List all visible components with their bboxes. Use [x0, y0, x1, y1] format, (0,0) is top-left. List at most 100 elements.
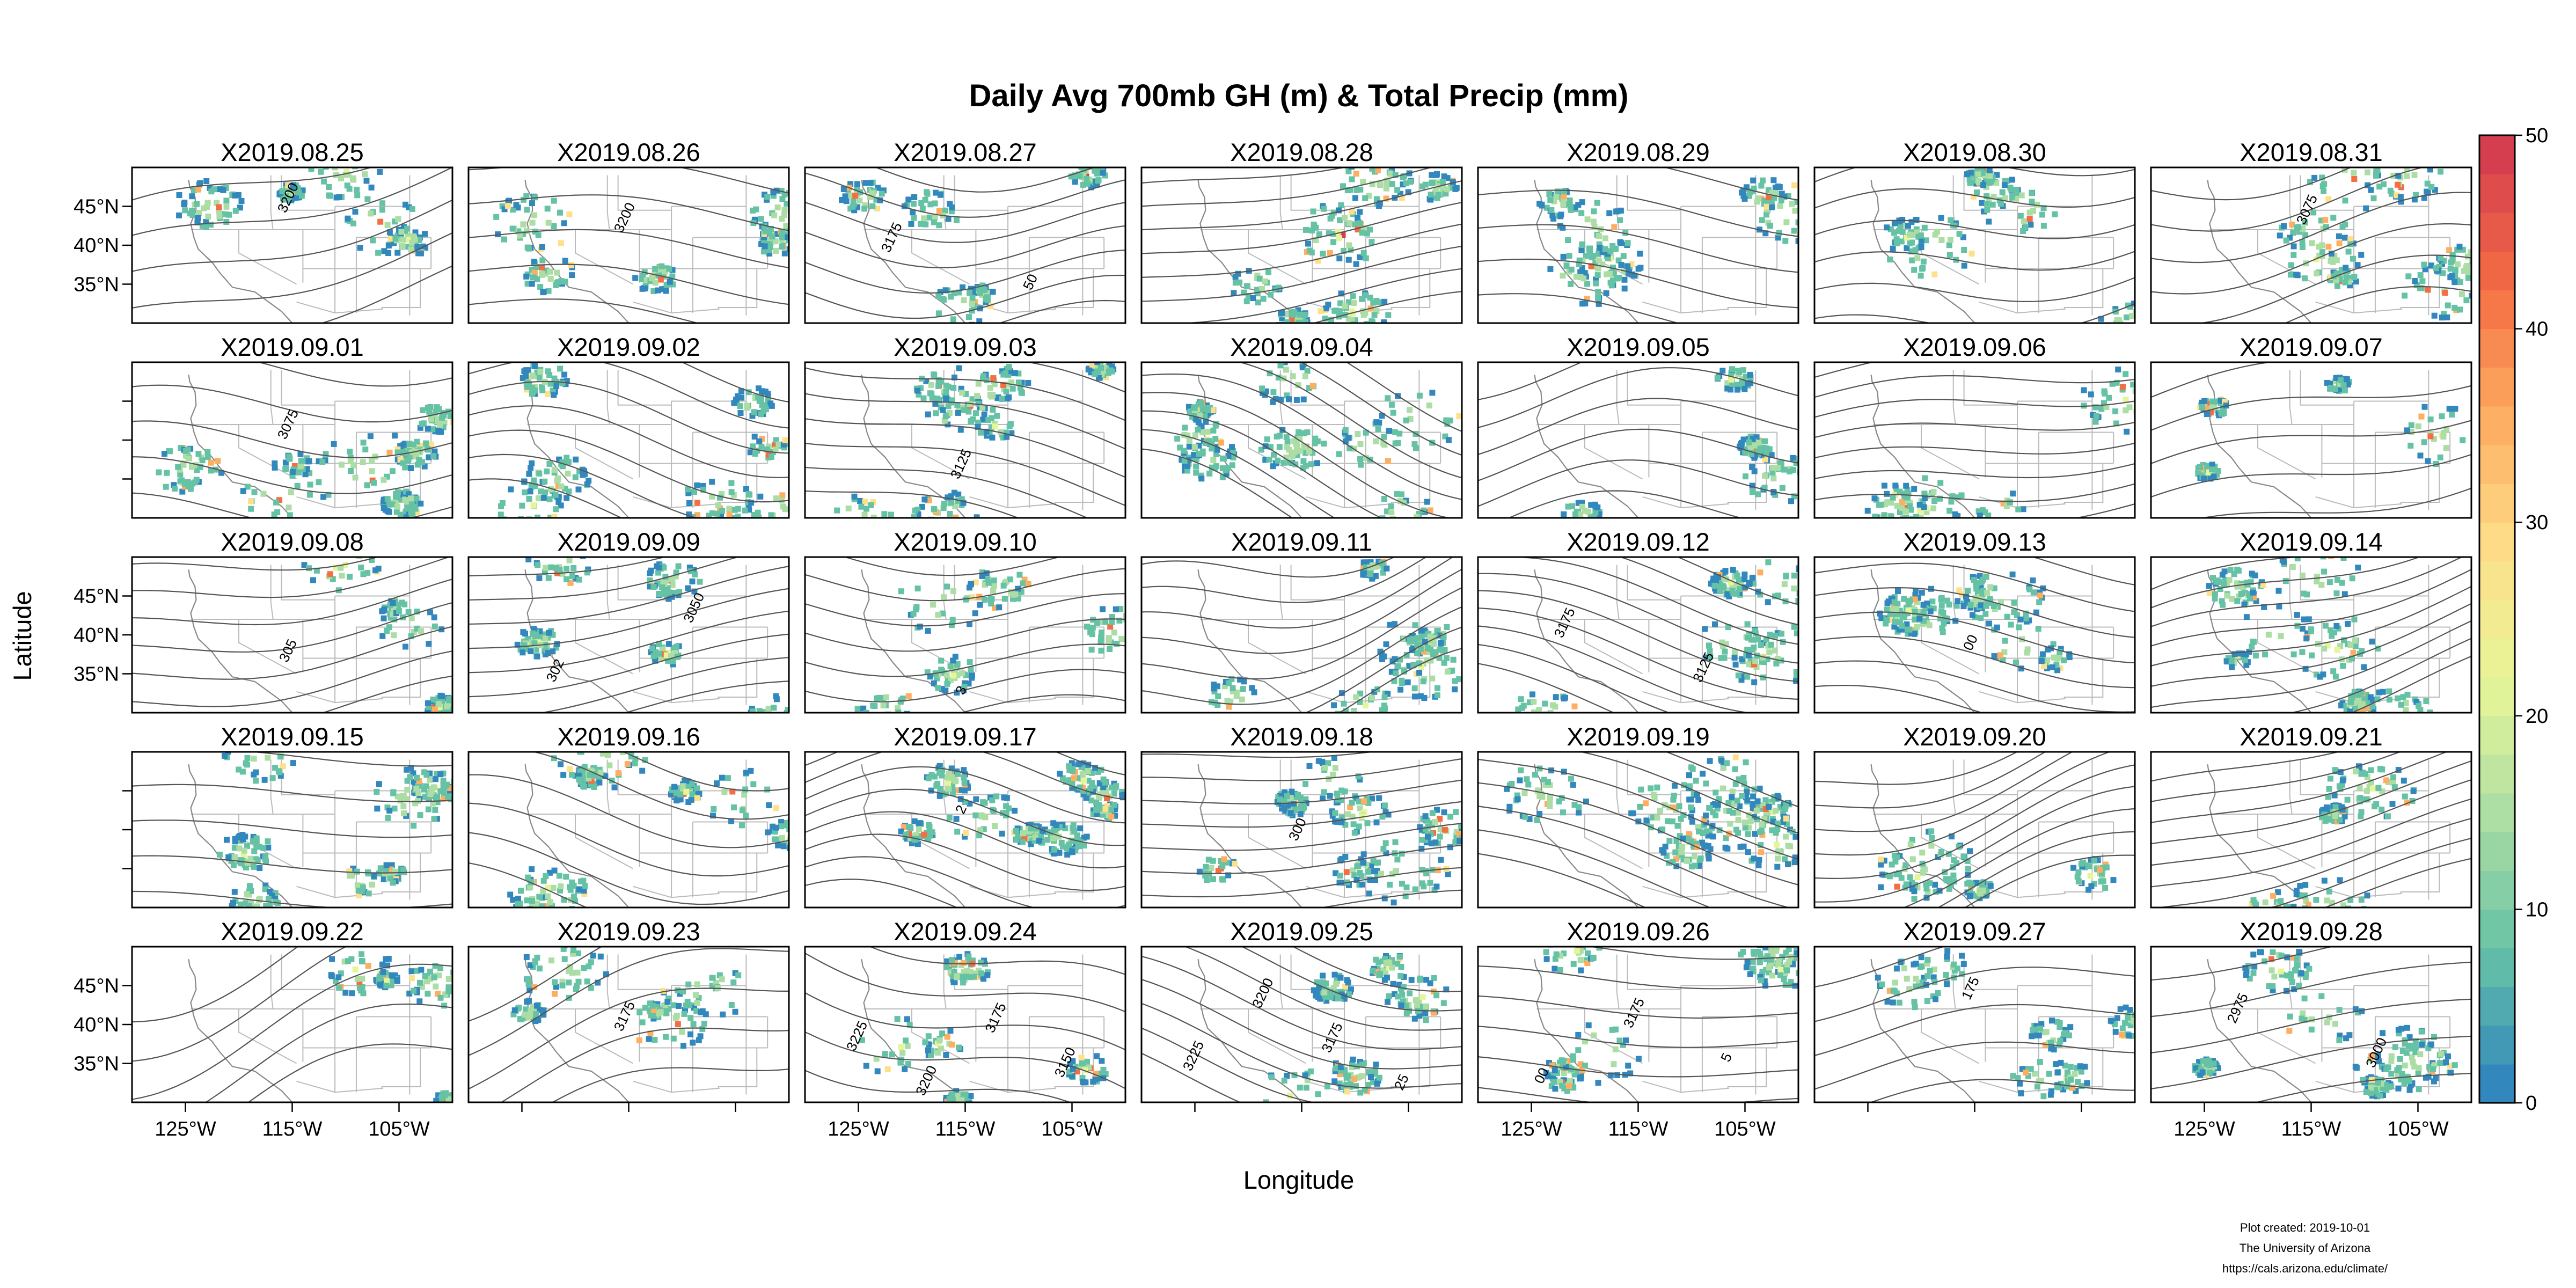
precip-cell [584, 481, 591, 487]
precip-cell [2425, 189, 2431, 196]
precip-cell [2337, 381, 2344, 387]
gh-contour [958, 694, 1125, 713]
precip-cell [1323, 305, 1329, 312]
precip-cell [994, 395, 1001, 401]
precip-cell [533, 264, 540, 270]
precip-cell [1385, 691, 1391, 697]
precip-cell [2212, 407, 2219, 414]
precip-cell [434, 404, 440, 411]
precip-cell [742, 507, 748, 514]
precip-cell [409, 206, 415, 212]
precip-cell [2212, 591, 2218, 597]
precip-cell [976, 318, 983, 323]
precip-cell [1621, 268, 1627, 275]
precip-cell [420, 407, 426, 413]
precip-cell [639, 276, 645, 282]
precip-cell [2283, 237, 2289, 244]
precip-cell [557, 209, 563, 216]
precip-cell [2332, 386, 2338, 392]
precip-cell [952, 654, 958, 660]
precip-cell [208, 222, 214, 228]
precip-cell [297, 451, 304, 457]
precip-cell [286, 453, 292, 460]
precip-cell [2417, 285, 2423, 291]
precip-cell [1956, 587, 1963, 594]
precip-cell [290, 183, 296, 189]
precip-cell [670, 281, 676, 288]
precip-cell [543, 267, 550, 274]
precip-cell [179, 477, 185, 484]
precip-cell [1973, 586, 1980, 592]
gh-contour [805, 490, 1020, 518]
precip-cell [1938, 237, 1945, 243]
precip-cell [779, 196, 786, 202]
precip-cell [2346, 279, 2352, 285]
precip-cell [1007, 576, 1013, 583]
precip-cell [967, 659, 973, 665]
coastline [2207, 375, 2312, 518]
precip-cell [1956, 231, 1963, 237]
precip-cell [1539, 202, 1545, 209]
precip-cell [1779, 191, 1785, 197]
precip-cell [1296, 319, 1302, 323]
precip-cell [1370, 562, 1375, 568]
precip-cell [1735, 386, 1740, 393]
precip-cell [1193, 470, 1199, 476]
precip-cell [559, 570, 566, 577]
precip-cell [992, 604, 998, 611]
precip-cell [1793, 669, 1798, 675]
precip-cell [2449, 412, 2455, 418]
precip-cell [1300, 464, 1307, 471]
precip-cell [2000, 656, 2006, 663]
precip-cell [774, 231, 781, 237]
precip-cell [1444, 668, 1451, 675]
precip-cell [2369, 638, 2375, 645]
precip-cell [1724, 380, 1731, 386]
precip-cell [854, 706, 861, 712]
precip-cell [1946, 508, 1953, 514]
precip-cell [1746, 661, 1752, 668]
precip-cell [327, 193, 333, 199]
precip-cell [648, 649, 654, 655]
precip-cell [177, 471, 184, 478]
precip-cell [2343, 274, 2350, 281]
precip-cell [924, 189, 930, 195]
precip-cell [2421, 195, 2427, 201]
precip-cell [709, 479, 715, 485]
gh-contour [132, 420, 452, 459]
precip-cell [199, 223, 206, 229]
precip-cell [2444, 314, 2450, 320]
precip-cell [750, 443, 756, 450]
precip-cell [1796, 566, 1798, 573]
precip-cell [1360, 570, 1366, 576]
precip-cell [536, 495, 541, 502]
precip-cell [1237, 676, 1243, 683]
precip-cell [1400, 181, 1406, 188]
precip-cell [347, 449, 353, 455]
precip-cell [1445, 437, 1452, 443]
precip-cell [1733, 582, 1739, 588]
precip-cell [1749, 464, 1755, 470]
precip-cell [2007, 499, 2013, 506]
precip-cell [441, 420, 448, 426]
precip-cell [1536, 707, 1542, 713]
precip-cell [1718, 584, 1725, 590]
precip-cell [430, 426, 436, 433]
precip-cell [555, 499, 562, 505]
precip-cell [346, 186, 353, 192]
precip-cell [2126, 404, 2133, 411]
precip-cell [294, 482, 301, 489]
precip-cell [1218, 440, 1224, 446]
precip-cell [955, 491, 962, 497]
precip-cell [408, 500, 415, 506]
precip-cell [1761, 197, 1768, 204]
precip-cell [1307, 247, 1313, 254]
precip-cell [2287, 235, 2293, 241]
panel-title: X2019.09.10 [894, 528, 1037, 556]
precip-cell [2347, 282, 2353, 289]
coastline [188, 569, 293, 713]
precip-cell [1593, 280, 1599, 287]
precip-cell [539, 244, 545, 250]
precip-cell [656, 591, 662, 597]
gh-contour [132, 602, 452, 653]
